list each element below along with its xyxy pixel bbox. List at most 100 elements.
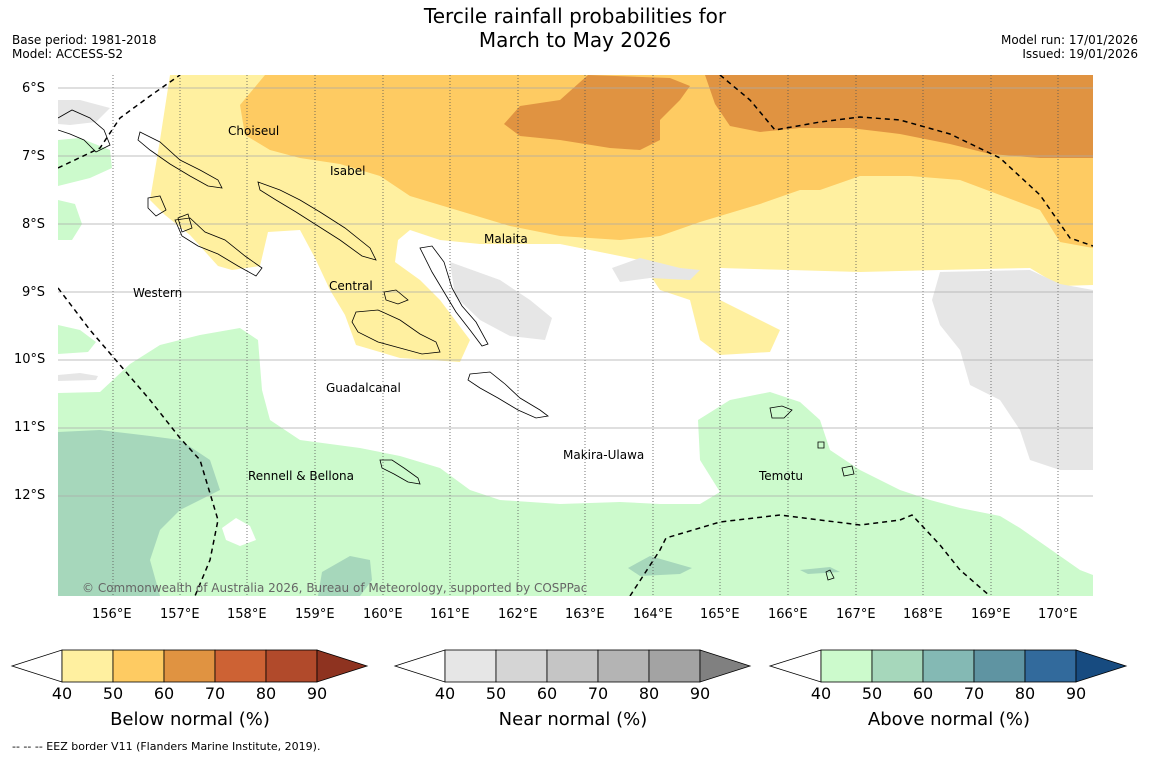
province-label-central: Central	[329, 279, 373, 293]
tick-label: 40	[810, 684, 832, 703]
lat-label: 11°S	[14, 420, 46, 435]
tick-label: 60	[153, 684, 175, 703]
lat-label: 6°S	[22, 81, 46, 96]
above-normal-40-region-nw	[58, 138, 112, 186]
colorbar-label-above-normal: Above normal (%)	[867, 709, 1031, 730]
lon-label: 165°E	[700, 607, 740, 622]
tick-label: 60	[912, 684, 934, 703]
above-normal-40-region-south	[58, 328, 1093, 596]
tick-label: 50	[861, 684, 883, 703]
colorbar-cell	[820, 649, 873, 683]
lon-label: 169°E	[971, 607, 1011, 622]
islands	[58, 109, 855, 581]
tick-label: 80	[255, 684, 277, 703]
colorbar-cell	[444, 649, 497, 683]
bougainville-island	[58, 109, 111, 153]
lon-label: 159°E	[295, 607, 335, 622]
below-normal-60-region-east	[705, 75, 1093, 158]
colorbar-below-normal	[10, 649, 369, 683]
new-georgia-islands	[174, 217, 263, 277]
above-normal-50-region-se	[628, 556, 692, 576]
colorbar-cell	[597, 649, 650, 683]
makira-island	[467, 371, 549, 419]
province-label-choiseul: Choiseul	[228, 124, 280, 138]
below-normal-60-region	[504, 75, 690, 150]
colorbar-cell	[871, 649, 924, 683]
title-line-2: March to May 2026	[478, 28, 672, 52]
lon-label: 157°E	[160, 607, 200, 622]
lon-label: 160°E	[363, 607, 403, 622]
copyright-notice: © Commonwealth of Australia 2026, Bureau…	[82, 581, 588, 595]
guadalcanal-island	[351, 309, 441, 355]
province-label-malaita: Malaita	[484, 232, 528, 246]
province-label-western: Western	[133, 286, 183, 300]
tick-label: 90	[306, 684, 328, 703]
colorbar-cell	[265, 649, 318, 683]
province-label-makira-ulawa: Makira-Ulawa	[563, 448, 645, 462]
colorbar-cell	[214, 649, 267, 683]
colorbar-above-normal	[768, 649, 1128, 683]
lon-label: 168°E	[903, 607, 943, 622]
small-island-3	[825, 569, 835, 581]
tick-label: 70	[963, 684, 985, 703]
colorbars	[10, 649, 1128, 683]
tick-label: 40	[51, 684, 73, 703]
above-normal-40-region-w	[58, 200, 82, 240]
base-period: Base period: 1981-2018	[12, 33, 157, 47]
tick-label: 50	[102, 684, 124, 703]
santa-cruz-island	[769, 405, 793, 419]
lon-label: 167°E	[836, 607, 876, 622]
eez-border	[58, 75, 1093, 596]
page-title: Tercile rainfall probabilities for March…	[350, 4, 800, 52]
tick-label: 40	[434, 684, 456, 703]
florida-islands	[383, 289, 409, 305]
latitude-gridlines	[58, 87, 1093, 497]
small-island-2	[841, 465, 855, 477]
colorbar-cell	[61, 649, 114, 683]
rennell-island	[379, 459, 421, 485]
lon-label: 164°E	[633, 607, 673, 622]
colorbar-cell	[163, 649, 216, 683]
tick-label: 90	[1065, 684, 1087, 703]
colorbar-label-below-normal: Below normal (%)	[110, 709, 270, 730]
title-line-1: Tercile rainfall probabilities for	[423, 4, 727, 28]
near-normal-40-region-east	[932, 270, 1093, 470]
above-normal-40-region-w2	[58, 325, 96, 354]
lon-label: 170°E	[1038, 607, 1078, 622]
above-normal-50-region-sw	[58, 430, 220, 596]
colorbar-cell	[546, 649, 599, 683]
lat-label: 8°S	[22, 217, 46, 232]
colorbar-cell	[495, 649, 548, 683]
model-name: Model: ACCESS-S2	[12, 47, 124, 61]
choiseul-island	[137, 131, 223, 189]
kolombangara-island	[177, 213, 193, 233]
province-label-temotu: Temotu	[759, 469, 804, 483]
eez-legend-footer: -- -- -- EEZ border V11 (Flanders Marine…	[12, 740, 321, 753]
lon-label: 161°E	[430, 607, 470, 622]
near-normal-40-region	[58, 100, 110, 125]
near-normal-40-region-2	[612, 258, 700, 282]
tick-label: 90	[689, 684, 711, 703]
model-run: Model run: 17/01/2026	[1000, 33, 1138, 47]
tick-label: 70	[204, 684, 226, 703]
near-normal-40-region-4	[58, 373, 98, 381]
near-normal-40-region-3	[450, 262, 552, 340]
colorbar-label-near-normal: Near normal (%)	[498, 709, 648, 730]
lon-label: 156°E	[92, 607, 132, 622]
colorbar-near-normal	[393, 649, 752, 683]
colorbar-cell	[1024, 649, 1077, 683]
province-label-isabel: Isabel	[330, 164, 366, 178]
lat-label: 10°S	[14, 352, 46, 367]
malaita-island	[419, 245, 489, 347]
tick-label: 50	[485, 684, 507, 703]
no-signal-region	[222, 518, 256, 546]
small-island-1	[817, 441, 825, 449]
colorbar-cell	[648, 649, 701, 683]
lon-label: 162°E	[498, 607, 538, 622]
colorbar-cell	[973, 649, 1026, 683]
colorbar-cell	[112, 649, 165, 683]
vella-lavella-island	[147, 195, 167, 217]
tick-label: 80	[638, 684, 660, 703]
lon-label: 166°E	[768, 607, 808, 622]
